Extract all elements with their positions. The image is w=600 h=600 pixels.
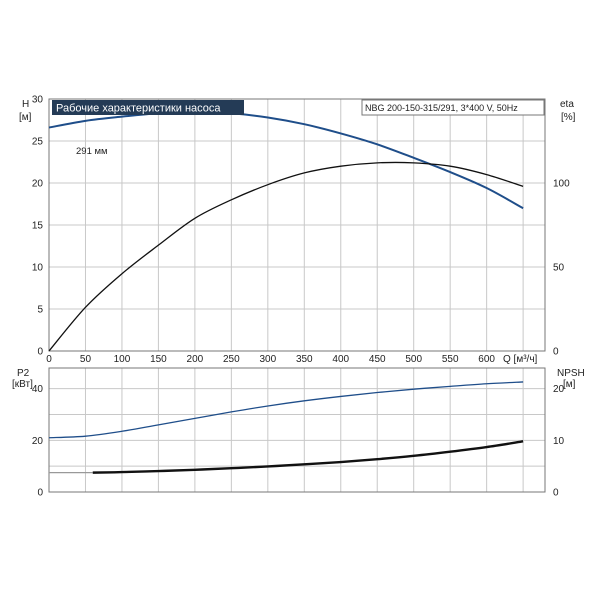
flow-tick-label: 300	[259, 354, 276, 365]
power-axis-label: P2	[17, 368, 30, 379]
power-tick-label: 20	[32, 436, 44, 447]
npsh-tick-label: 0	[553, 488, 559, 499]
model-label-box	[361, 99, 545, 116]
head-tick-label: 10	[32, 263, 44, 274]
npsh-axis-label: NPSH	[557, 368, 585, 379]
head-tick-label: 30	[32, 95, 44, 106]
power-curve	[48, 381, 524, 439]
power-tick-label: 0	[37, 488, 43, 499]
top-plot-grid	[48, 98, 545, 352]
eta-tick-label: 0	[553, 347, 559, 358]
flow-tick-label: 150	[150, 354, 167, 365]
head-axis-unit: [м]	[19, 112, 32, 123]
flow-tick-label: 550	[442, 354, 459, 365]
flow-tick-label: 0	[46, 354, 52, 365]
flow-tick-label: 400	[332, 354, 349, 365]
chart-title: Рабочие характеристики насоса	[56, 103, 221, 115]
impeller-curve-label: 291 мм	[76, 146, 108, 157]
head-tick-label: 15	[32, 221, 44, 232]
top-plot-series	[48, 110, 524, 352]
head-tick-label: 5	[37, 305, 43, 316]
power-tick-label: 40	[32, 384, 44, 395]
npsh-curve	[92, 440, 524, 474]
flow-tick-label: 500	[405, 354, 422, 365]
flow-tick-label: 600	[478, 354, 495, 365]
head-curve	[48, 110, 524, 210]
npsh-tick-label: 10	[553, 436, 565, 447]
bottom-plot-series	[48, 381, 524, 474]
eta-tick-label: 50	[553, 263, 565, 274]
flow-tick-label: 450	[369, 354, 386, 365]
bottom-plot-grid	[48, 368, 545, 493]
bottom-plot-frame	[48, 367, 546, 493]
flow-tick-label: 100	[114, 354, 131, 365]
eta-tick-label: 100	[553, 179, 570, 190]
flow-tick-label: 350	[296, 354, 313, 365]
head-tick-label: 25	[32, 137, 44, 148]
model-label: NBG 200-150-315/291, 3*400 V, 50Hz	[365, 103, 518, 113]
head-tick-label: 20	[32, 179, 44, 190]
npsh-axis-unit: [м]	[563, 379, 576, 390]
bottom-plot-tick-labels: 0 20 40 0 10 20	[32, 384, 565, 498]
chart-title-box	[52, 100, 244, 115]
efficiency-curve	[48, 161, 524, 352]
head-tick-label: 0	[37, 347, 43, 358]
eta-axis-label: eta	[560, 99, 574, 110]
flow-tick-label: 50	[80, 354, 92, 365]
flow-tick-label: 200	[187, 354, 204, 365]
head-axis-label: H	[22, 99, 29, 110]
eta-axis-unit: [%]	[561, 112, 576, 123]
flow-tick-label: 250	[223, 354, 240, 365]
flow-axis-label: Q [м³/ч]	[503, 354, 538, 365]
npsh-tick-label: 20	[553, 384, 565, 395]
top-plot-frame	[48, 98, 546, 352]
power-axis-unit: [кВт]	[12, 379, 33, 390]
